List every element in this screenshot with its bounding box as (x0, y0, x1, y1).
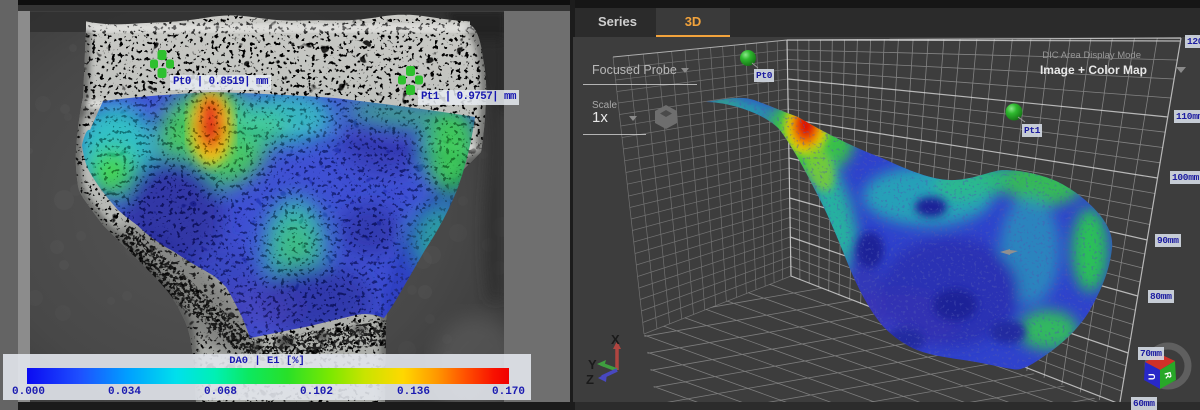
svg-text:U: U (1147, 374, 1157, 381)
svg-text:R: R (1162, 371, 1173, 380)
svg-text:Z: Z (586, 372, 594, 387)
svg-text:X: X (611, 332, 620, 347)
svg-text:Y: Y (588, 357, 597, 372)
